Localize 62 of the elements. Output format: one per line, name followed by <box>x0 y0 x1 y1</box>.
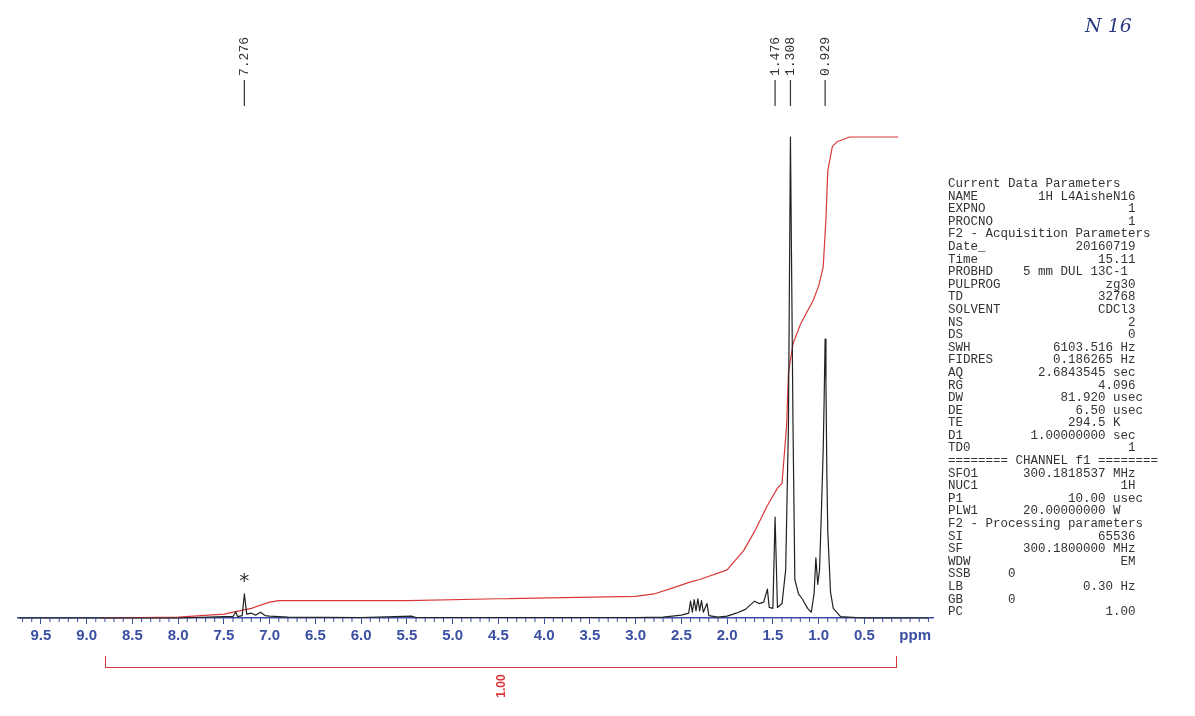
x-tick-label: 3.0 <box>625 626 647 644</box>
x-tick-label: 8.5 <box>121 626 143 644</box>
text: F2 - Acquisition Parameters <box>948 227 1152 242</box>
x-tick-label: 4.5 <box>487 626 509 644</box>
x-tick-label: 5.0 <box>442 626 464 644</box>
text: ======== CHANNEL f1 ======== <box>948 454 1159 469</box>
x-tick-label: 2.0 <box>716 626 738 644</box>
annotation: 7.276 <box>236 36 252 76</box>
annotation: 0.929 <box>817 36 833 76</box>
x-tick-label: 3.5 <box>579 626 601 644</box>
text: PROBHD 5 mm DUL 13C-1 <box>948 265 1129 280</box>
text: D1 1.00000000 sec <box>948 428 1137 443</box>
text: N 16 <box>1085 14 1132 36</box>
x-tick-label: 0.5 <box>853 626 875 644</box>
x-tick-label: 5.5 <box>396 626 418 644</box>
x-tick-label: 7.0 <box>259 626 281 644</box>
text: TD 32768 <box>948 290 1137 305</box>
annotation: 1.476 <box>767 36 783 76</box>
x-tick-label: 7.5 <box>213 626 235 644</box>
text: DW 81.920 usec <box>948 391 1145 406</box>
x-tick-label: 2.5 <box>670 626 692 644</box>
annotation: 1.308 <box>782 36 798 76</box>
text: P1 10.00 usec <box>948 491 1145 506</box>
text: SI 65536 <box>948 529 1136 544</box>
text: SSB 0 <box>948 567 1017 582</box>
x-axis-title: ppm <box>899 625 931 643</box>
text: SFO1 300.1818537 MHz <box>948 466 1137 481</box>
x-tick-label: 4.0 <box>533 626 555 644</box>
text: EXPNO 1 <box>948 202 1137 217</box>
text: LB 0.30 Hz <box>948 580 1137 594</box>
text: DE 6.50 usec <box>948 403 1145 418</box>
x-tick-label: 9.0 <box>76 626 98 644</box>
text: F2 - Processing parameters <box>948 517 1145 532</box>
text: Date_ 20160719 <box>948 239 1137 254</box>
text: TE 294.5 K <box>948 416 1122 431</box>
text: NAME 1H L4AisheN16 <box>948 189 1137 204</box>
x-tick-label: 1.5 <box>762 626 784 644</box>
x-tick-label: 9.5 <box>30 626 52 644</box>
text: PROCNO 1 <box>948 214 1136 229</box>
text: SF 300.1800000 MHz <box>948 542 1137 557</box>
text: PC 1.00 <box>948 605 1137 620</box>
text: NS 2 <box>948 315 1137 330</box>
annotation: * <box>239 568 250 593</box>
text: SOLVENT CDCl3 <box>948 302 1137 317</box>
text: Time 15.11 <box>948 252 1137 267</box>
text: DS 0 <box>948 328 1137 343</box>
text: WDW EM <box>948 554 1137 569</box>
x-tick-label: 8.0 <box>167 626 189 644</box>
text: SWH 6103.516 Hz <box>948 340 1137 355</box>
text: PLW1 20.00000000 W <box>948 504 1121 519</box>
text: NUC1 1H <box>948 479 1137 494</box>
text: GB 0 <box>948 592 1017 607</box>
text: Current Data Parameters <box>948 177 1122 191</box>
text: PULPROG zg30 <box>948 277 1137 292</box>
x-tick-label: 1.0 <box>808 626 830 644</box>
x-tick-label: 6.0 <box>350 626 372 644</box>
text: 1.00 <box>494 673 509 700</box>
text: AQ 2.6843545 sec <box>948 365 1137 380</box>
text: TD0 1 <box>948 441 1137 456</box>
x-tick-label: 6.5 <box>304 626 326 644</box>
text: RG 4.096 <box>948 378 1137 393</box>
text: FIDRES 0.186265 Hz <box>948 353 1137 368</box>
